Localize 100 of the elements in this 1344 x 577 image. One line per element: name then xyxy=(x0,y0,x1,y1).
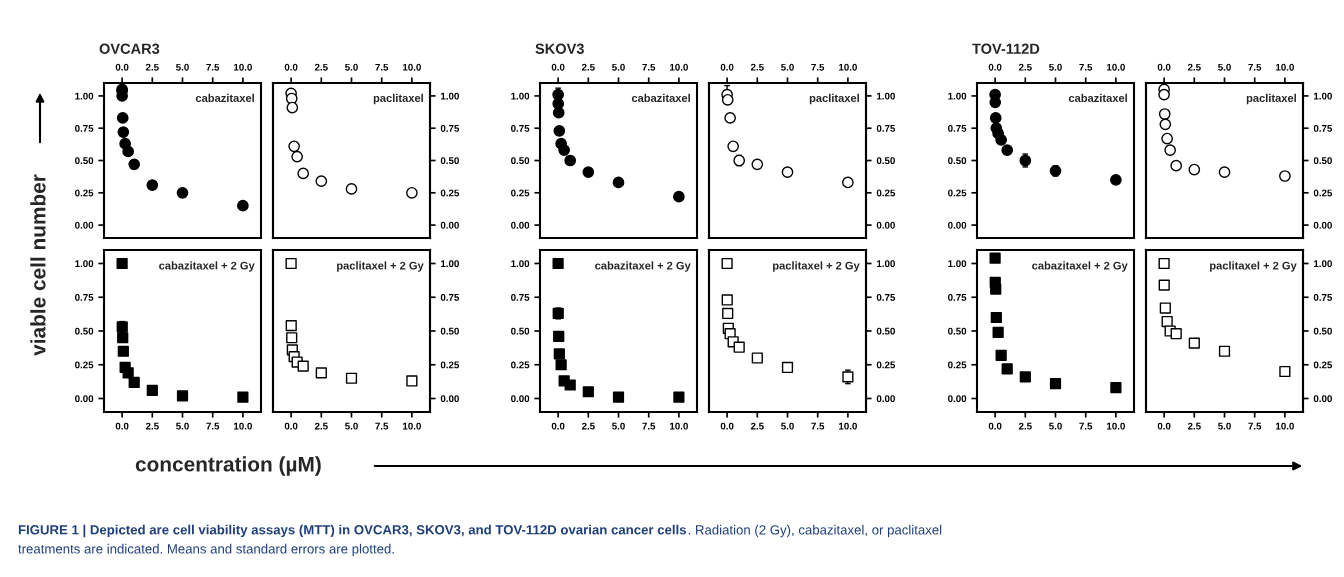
chart-title: OVCAR3 xyxy=(99,43,160,54)
x-tick-label: 7.5 xyxy=(1248,422,1262,430)
x-tick-label: 10.0 xyxy=(670,63,688,71)
x-tick-label: 10.0 xyxy=(1107,63,1125,71)
y2-tick-label: 0.00 xyxy=(876,221,895,229)
y-tick-label: 0.75 xyxy=(511,293,530,301)
y2-tick-label: 0.75 xyxy=(876,124,896,132)
y-tick-label: 0.75 xyxy=(948,124,967,132)
y2-tick-label: 0.75 xyxy=(440,124,460,132)
x-tick-label: 5.0 xyxy=(612,422,625,430)
annotation: cabazitaxel xyxy=(631,93,690,103)
y-tick-label: 0.50 xyxy=(948,157,967,165)
y2-tick-label: 0.25 xyxy=(876,189,896,197)
x-tick-label: 7.5 xyxy=(811,63,825,71)
x-tick-label: 0.0 xyxy=(988,422,1002,430)
y2-tick-label: 0.25 xyxy=(1313,361,1333,369)
y-tick-label: 0.00 xyxy=(511,221,530,229)
y2-tick-label: 1.00 xyxy=(441,92,459,100)
y-tick-label: 0.50 xyxy=(511,157,530,165)
y-tick-label: 1.00 xyxy=(511,260,530,268)
x-tick-label: 2.5 xyxy=(1187,422,1201,430)
x-tick-label: 7.5 xyxy=(642,422,656,430)
x-tick-label: 2.5 xyxy=(750,63,764,71)
annotation: cabazitaxel + 2 Gy xyxy=(1032,261,1128,272)
y2-tick-label: 0.00 xyxy=(1313,395,1332,403)
y2-tick-label: 0.75 xyxy=(876,293,896,301)
y2-tick-label: 0.25 xyxy=(1313,189,1333,197)
x-tick-label: 2.5 xyxy=(581,63,595,71)
y-tick-label: 1.00 xyxy=(948,92,967,100)
x-tick-label: 0.0 xyxy=(720,63,734,71)
y-axis-title: viable cell number xyxy=(30,174,46,356)
chart-title: SKOV3 xyxy=(535,43,584,54)
y-tick-label: 0.00 xyxy=(75,221,94,229)
y-tick-label: 0.50 xyxy=(511,327,530,335)
y2-tick-label: 1.00 xyxy=(877,260,895,268)
x-tick-label: 7.5 xyxy=(642,63,656,71)
x-tick-label: 2.5 xyxy=(145,422,159,430)
y2-tick-label: 1.00 xyxy=(1314,260,1332,268)
y2-tick-label: 0.25 xyxy=(440,361,460,369)
y-tick-label: 0.25 xyxy=(75,361,94,369)
y-tick-label: 0.25 xyxy=(948,361,967,369)
x-tick-label: 10.0 xyxy=(234,63,252,71)
x-tick-label: 7.5 xyxy=(811,422,825,430)
y-tick-label: 0.00 xyxy=(948,221,967,229)
y-tick-label: 0.50 xyxy=(75,157,94,165)
y2-tick-label: 0.75 xyxy=(440,293,460,301)
annotation: paclitaxel xyxy=(1246,93,1296,105)
y-tick-label: 0.25 xyxy=(511,189,530,197)
x-tick-label: 10.0 xyxy=(234,422,252,430)
x-tick-label: 5.0 xyxy=(176,422,189,430)
y2-tick-label: 0.50 xyxy=(876,327,895,335)
x-tick-label: 7.5 xyxy=(1079,63,1093,71)
y-tick-label: 0.00 xyxy=(75,395,94,403)
x-tick-label: 5.0 xyxy=(781,63,794,71)
x-tick-label: 0.0 xyxy=(720,422,734,430)
x-tick-label: 2.5 xyxy=(581,422,595,430)
y-tick-label: 0.00 xyxy=(948,395,967,403)
y-tick-label: 0.75 xyxy=(75,124,94,132)
x-tick-label: 2.5 xyxy=(1018,63,1032,71)
y-tick-label: 0.25 xyxy=(75,189,94,197)
y-tick-label: 1.00 xyxy=(948,260,967,268)
text: treatments are indicated. Means and standard errors are plotted. xyxy=(18,543,394,557)
y-tick-label: 1.00 xyxy=(511,92,530,100)
x-tick-label: 5.0 xyxy=(345,422,358,430)
y-tick-label: 0.50 xyxy=(948,327,967,335)
x-tick-label: 10.0 xyxy=(839,422,857,430)
annotation: cabazitaxel xyxy=(195,93,254,103)
y2-tick-label: 0.50 xyxy=(876,157,895,165)
y2-tick-label: 0.50 xyxy=(440,157,459,165)
y-tick-label: 0.75 xyxy=(75,293,94,301)
x-tick-label: 5.0 xyxy=(612,63,625,71)
x-tick-label: 0.0 xyxy=(988,63,1002,71)
y-tick-label: 0.25 xyxy=(948,189,967,197)
x-tick-label: 0.0 xyxy=(551,422,565,430)
y2-tick-label: 0.75 xyxy=(1313,124,1333,132)
y2-tick-label: 0.25 xyxy=(876,361,896,369)
x-tick-label: 0.0 xyxy=(1157,63,1171,71)
y-tick-label: 0.00 xyxy=(511,395,530,403)
x-tick-label: 0.0 xyxy=(284,422,298,430)
annotation: cabazitaxel + 2 Gy xyxy=(159,261,255,272)
y-tick-label: 0.75 xyxy=(511,124,530,132)
x-tick-label: 7.5 xyxy=(375,63,389,71)
x-tick-label: 5.0 xyxy=(1218,63,1231,71)
annotation: paclitaxel + 2 Gy xyxy=(1210,261,1297,272)
y2-tick-label: 0.00 xyxy=(440,221,459,229)
x-tick-label: 7.5 xyxy=(1079,422,1093,430)
y2-tick-label: 0.00 xyxy=(876,395,895,403)
x-tick-label: 10.0 xyxy=(403,422,421,430)
y-tick-label: 0.25 xyxy=(511,361,530,369)
annotation: paclitaxel + 2 Gy xyxy=(337,261,424,272)
y-tick-label: 0.50 xyxy=(75,327,94,335)
x-tick-label: 10.0 xyxy=(1276,422,1294,430)
x-tick-label: 0.0 xyxy=(115,63,129,71)
y-tick-label: 1.00 xyxy=(75,260,94,268)
x-tick-label: 5.0 xyxy=(176,63,189,71)
x-tick-label: 2.5 xyxy=(750,422,764,430)
x-tick-label: 7.5 xyxy=(206,63,220,71)
y2-tick-label: 0.00 xyxy=(440,395,459,403)
y2-tick-label: 0.50 xyxy=(1313,327,1332,335)
x-tick-label: 10.0 xyxy=(403,63,421,71)
